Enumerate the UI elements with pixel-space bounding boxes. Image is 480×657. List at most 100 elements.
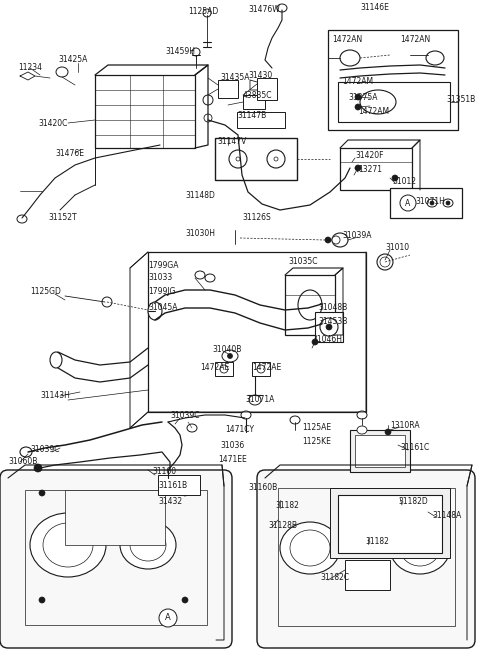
Bar [390, 188, 462, 218]
Bar [243, 95, 265, 109]
Text: 31160B: 31160B [248, 484, 277, 493]
Text: 31060B: 31060B [8, 457, 37, 466]
Bar [257, 78, 277, 100]
Text: 31425A: 31425A [58, 55, 87, 64]
Ellipse shape [257, 365, 265, 373]
Text: 31035C: 31035C [288, 258, 317, 267]
Text: 1125GD: 1125GD [30, 288, 61, 296]
Bar [25, 490, 207, 625]
Text: 31430: 31430 [248, 72, 272, 81]
Text: 31435A: 31435A [220, 74, 250, 83]
Bar [338, 495, 442, 553]
Bar [330, 488, 450, 558]
Text: 31030H: 31030H [185, 229, 215, 237]
Ellipse shape [148, 302, 162, 320]
Bar [285, 275, 335, 335]
Bar [218, 80, 238, 98]
Ellipse shape [355, 94, 361, 100]
Text: 31033: 31033 [148, 273, 172, 283]
Ellipse shape [360, 90, 396, 114]
Text: 31148D: 31148D [185, 191, 215, 200]
Text: 31432: 31432 [158, 497, 182, 507]
Ellipse shape [220, 365, 228, 373]
Ellipse shape [56, 67, 68, 77]
Bar [158, 475, 200, 495]
Ellipse shape [280, 522, 340, 574]
Text: 31182C: 31182C [320, 574, 349, 583]
Bar [345, 560, 390, 590]
Ellipse shape [290, 530, 330, 566]
Ellipse shape [392, 175, 398, 181]
Ellipse shape [359, 427, 365, 433]
Text: 1472AM: 1472AM [342, 78, 373, 87]
Text: 1472AN: 1472AN [332, 35, 362, 45]
Ellipse shape [377, 254, 393, 270]
Ellipse shape [241, 411, 251, 419]
Text: 31039C: 31039C [170, 411, 200, 420]
Bar [237, 112, 285, 128]
Text: 31152T: 31152T [48, 214, 77, 223]
Bar [215, 138, 297, 180]
Text: 1471CY: 1471CY [225, 426, 254, 434]
Ellipse shape [192, 48, 200, 56]
Ellipse shape [357, 426, 367, 434]
Ellipse shape [312, 339, 318, 345]
Ellipse shape [326, 324, 332, 330]
Ellipse shape [320, 318, 338, 336]
Ellipse shape [325, 237, 331, 243]
Text: 31147B: 31147B [237, 110, 266, 120]
Bar [328, 30, 458, 130]
Ellipse shape [249, 395, 261, 405]
Ellipse shape [30, 513, 106, 577]
Ellipse shape [357, 411, 367, 419]
Text: 1799JG: 1799JG [148, 288, 176, 296]
Ellipse shape [390, 522, 450, 574]
Ellipse shape [274, 157, 278, 161]
Text: 31459H: 31459H [165, 47, 195, 57]
Text: 31420F: 31420F [355, 150, 384, 160]
Ellipse shape [39, 490, 45, 496]
Text: 31045A: 31045A [148, 304, 178, 313]
Ellipse shape [340, 50, 360, 66]
Text: 11234: 11234 [18, 64, 42, 72]
Text: 31351B: 31351B [446, 95, 475, 104]
Ellipse shape [298, 290, 322, 320]
Ellipse shape [426, 51, 444, 65]
Bar [315, 312, 343, 342]
Ellipse shape [400, 530, 440, 566]
Ellipse shape [332, 236, 340, 244]
Text: 1472AM: 1472AM [358, 108, 389, 116]
Text: 31071A: 31071A [245, 396, 275, 405]
Ellipse shape [120, 521, 176, 569]
Ellipse shape [159, 609, 177, 627]
Text: 31161C: 31161C [400, 443, 429, 453]
Text: 31128B: 31128B [268, 520, 297, 530]
Ellipse shape [222, 350, 238, 362]
Text: 1472AN: 1472AN [400, 35, 430, 45]
Text: 31420C: 31420C [38, 118, 67, 127]
Bar [355, 435, 405, 467]
Ellipse shape [203, 9, 211, 17]
Ellipse shape [50, 352, 62, 368]
Text: 1471EE: 1471EE [218, 455, 247, 464]
Ellipse shape [385, 429, 391, 435]
Text: 31375A: 31375A [348, 93, 377, 101]
Text: 1125AD: 1125AD [188, 7, 218, 16]
Text: 1125KE: 1125KE [302, 438, 331, 447]
Text: 31476W: 31476W [248, 5, 280, 14]
Ellipse shape [102, 297, 112, 307]
Bar [65, 490, 165, 545]
FancyBboxPatch shape [257, 470, 475, 648]
Ellipse shape [400, 195, 416, 211]
Ellipse shape [130, 529, 166, 561]
Text: 31476E: 31476E [55, 148, 84, 158]
Ellipse shape [427, 199, 437, 207]
Text: 31147V: 31147V [217, 137, 246, 147]
Text: 31143H: 31143H [40, 390, 70, 399]
Bar [252, 362, 270, 376]
Text: 1472AE: 1472AE [252, 363, 281, 373]
Bar [338, 82, 450, 122]
Ellipse shape [187, 424, 197, 432]
Ellipse shape [195, 271, 205, 279]
Text: 31039A: 31039A [342, 231, 372, 240]
